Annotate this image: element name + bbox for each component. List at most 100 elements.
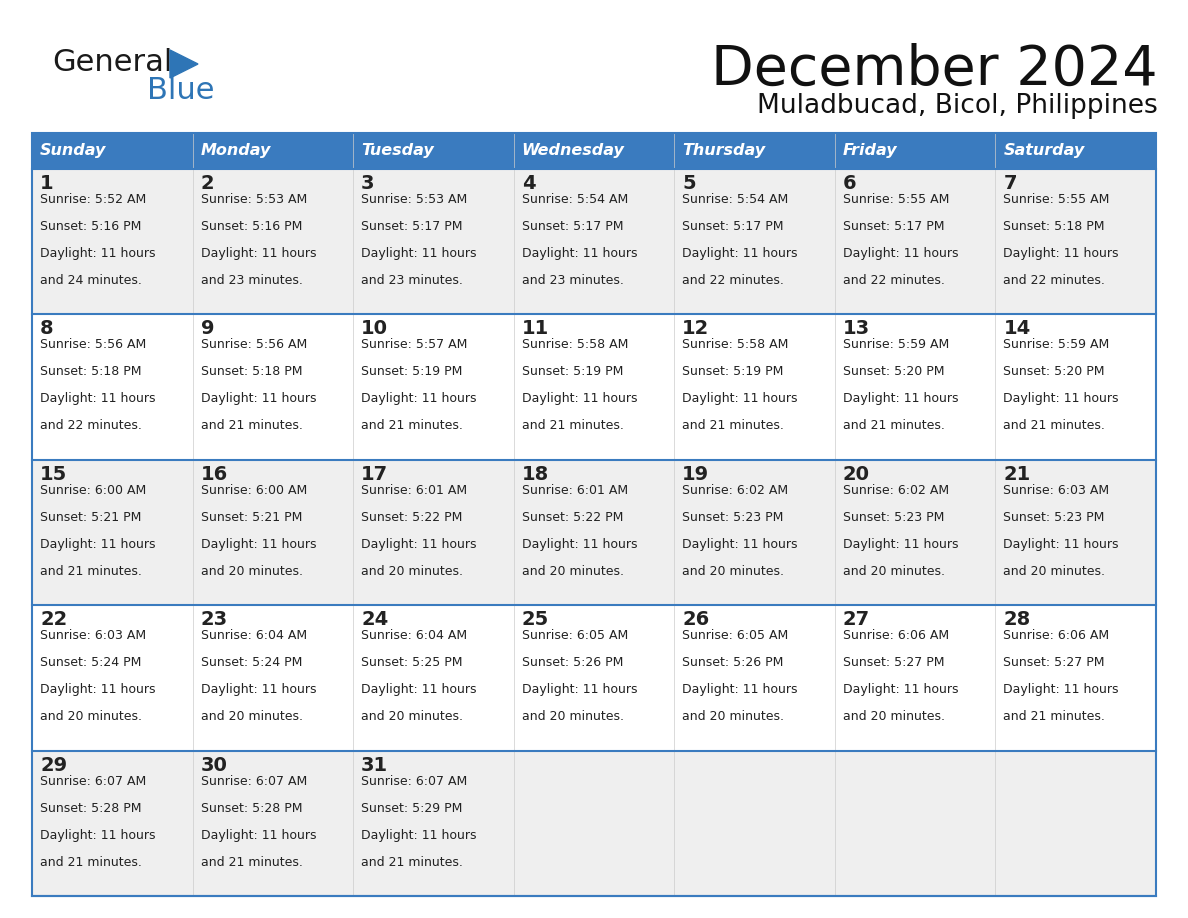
Text: Sunrise: 5:56 AM: Sunrise: 5:56 AM [201,339,307,352]
Text: Friday: Friday [842,143,897,159]
Text: Sunrise: 5:54 AM: Sunrise: 5:54 AM [522,193,628,206]
Text: Daylight: 11 hours: Daylight: 11 hours [40,538,156,551]
Text: and 20 minutes.: and 20 minutes. [201,711,303,723]
Text: Sunrise: 6:01 AM: Sunrise: 6:01 AM [361,484,467,497]
Text: Daylight: 11 hours: Daylight: 11 hours [522,538,637,551]
Text: Sunrise: 6:06 AM: Sunrise: 6:06 AM [842,629,949,643]
Text: Sunset: 5:24 PM: Sunset: 5:24 PM [201,656,302,669]
Text: and 23 minutes.: and 23 minutes. [201,274,303,287]
Text: 14: 14 [1004,319,1031,339]
Text: 22: 22 [40,610,68,629]
Text: Daylight: 11 hours: Daylight: 11 hours [842,538,959,551]
Text: Sunset: 5:22 PM: Sunset: 5:22 PM [522,510,623,524]
Text: 3: 3 [361,174,374,193]
Text: and 20 minutes.: and 20 minutes. [361,565,463,577]
Text: and 21 minutes.: and 21 minutes. [40,565,141,577]
Text: and 20 minutes.: and 20 minutes. [682,565,784,577]
Text: Sunset: 5:20 PM: Sunset: 5:20 PM [1004,365,1105,378]
Text: and 21 minutes.: and 21 minutes. [682,420,784,432]
Text: and 22 minutes.: and 22 minutes. [40,420,141,432]
Text: Sunrise: 6:07 AM: Sunrise: 6:07 AM [361,775,467,788]
Text: Sunset: 5:18 PM: Sunset: 5:18 PM [201,365,302,378]
Text: Sunrise: 5:58 AM: Sunrise: 5:58 AM [682,339,789,352]
Text: Daylight: 11 hours: Daylight: 11 hours [522,392,637,406]
Text: 30: 30 [201,756,227,775]
Text: Sunrise: 6:06 AM: Sunrise: 6:06 AM [1004,629,1110,643]
Text: and 20 minutes.: and 20 minutes. [842,711,944,723]
Text: Sunrise: 5:55 AM: Sunrise: 5:55 AM [842,193,949,206]
Text: Sunset: 5:19 PM: Sunset: 5:19 PM [682,365,784,378]
Text: and 22 minutes.: and 22 minutes. [1004,274,1105,287]
Text: Sunset: 5:21 PM: Sunset: 5:21 PM [40,510,141,524]
Text: Sunrise: 6:07 AM: Sunrise: 6:07 AM [40,775,146,788]
Text: Daylight: 11 hours: Daylight: 11 hours [361,538,476,551]
Text: Sunset: 5:19 PM: Sunset: 5:19 PM [522,365,623,378]
Text: Sunset: 5:25 PM: Sunset: 5:25 PM [361,656,462,669]
Text: and 20 minutes.: and 20 minutes. [201,565,303,577]
Text: Daylight: 11 hours: Daylight: 11 hours [361,683,476,696]
Text: and 20 minutes.: and 20 minutes. [682,711,784,723]
Text: 1: 1 [40,174,53,193]
Text: Daylight: 11 hours: Daylight: 11 hours [40,247,156,260]
Text: Daylight: 11 hours: Daylight: 11 hours [682,683,798,696]
Text: 5: 5 [682,174,696,193]
Text: Sunrise: 6:03 AM: Sunrise: 6:03 AM [1004,484,1110,497]
Text: Sunset: 5:20 PM: Sunset: 5:20 PM [842,365,944,378]
Text: 26: 26 [682,610,709,629]
Text: Sunrise: 6:04 AM: Sunrise: 6:04 AM [201,629,307,643]
Text: Daylight: 11 hours: Daylight: 11 hours [682,247,798,260]
Text: and 20 minutes.: and 20 minutes. [522,711,624,723]
Text: and 20 minutes.: and 20 minutes. [361,711,463,723]
Text: Sunset: 5:22 PM: Sunset: 5:22 PM [361,510,462,524]
Text: 25: 25 [522,610,549,629]
Text: and 20 minutes.: and 20 minutes. [1004,565,1105,577]
Text: Muladbucad, Bicol, Philippines: Muladbucad, Bicol, Philippines [757,93,1158,119]
Text: 28: 28 [1004,610,1031,629]
Text: Daylight: 11 hours: Daylight: 11 hours [201,247,316,260]
Text: Monday: Monday [201,143,271,159]
Text: 15: 15 [40,465,68,484]
Bar [32,751,1156,896]
Text: Sunrise: 5:58 AM: Sunrise: 5:58 AM [522,339,628,352]
Text: Sunset: 5:29 PM: Sunset: 5:29 PM [361,801,462,814]
Text: Daylight: 11 hours: Daylight: 11 hours [842,392,959,406]
Text: 21: 21 [1004,465,1031,484]
Bar [32,133,1156,896]
Bar [32,133,1156,169]
Text: and 22 minutes.: and 22 minutes. [682,274,784,287]
Bar [32,314,1156,460]
Text: Daylight: 11 hours: Daylight: 11 hours [1004,538,1119,551]
Text: 4: 4 [522,174,536,193]
Text: Sunrise: 6:01 AM: Sunrise: 6:01 AM [522,484,627,497]
Text: Sunrise: 5:57 AM: Sunrise: 5:57 AM [361,339,468,352]
Text: Daylight: 11 hours: Daylight: 11 hours [361,829,476,842]
Text: Sunset: 5:21 PM: Sunset: 5:21 PM [201,510,302,524]
Text: 2: 2 [201,174,214,193]
Text: and 20 minutes.: and 20 minutes. [40,711,143,723]
Text: Daylight: 11 hours: Daylight: 11 hours [40,683,156,696]
Text: 7: 7 [1004,174,1017,193]
Text: Blue: Blue [147,76,215,105]
Text: 9: 9 [201,319,214,339]
Text: and 23 minutes.: and 23 minutes. [522,274,624,287]
Text: Sunrise: 5:59 AM: Sunrise: 5:59 AM [1004,339,1110,352]
Text: Sunset: 5:23 PM: Sunset: 5:23 PM [682,510,784,524]
Text: and 21 minutes.: and 21 minutes. [40,856,141,868]
Text: General: General [52,48,172,77]
Text: Sunset: 5:18 PM: Sunset: 5:18 PM [1004,220,1105,233]
Text: 23: 23 [201,610,228,629]
Text: Sunset: 5:26 PM: Sunset: 5:26 PM [682,656,784,669]
Text: 10: 10 [361,319,388,339]
Text: Sunset: 5:18 PM: Sunset: 5:18 PM [40,365,141,378]
Text: Saturday: Saturday [1004,143,1085,159]
Text: Sunrise: 6:00 AM: Sunrise: 6:00 AM [40,484,146,497]
Text: December 2024: December 2024 [712,43,1158,97]
Text: and 21 minutes.: and 21 minutes. [361,856,463,868]
Text: Sunset: 5:19 PM: Sunset: 5:19 PM [361,365,462,378]
Text: 17: 17 [361,465,388,484]
Text: 6: 6 [842,174,857,193]
Text: Sunset: 5:28 PM: Sunset: 5:28 PM [40,801,141,814]
Text: 12: 12 [682,319,709,339]
Text: 20: 20 [842,465,870,484]
Text: Tuesday: Tuesday [361,143,434,159]
